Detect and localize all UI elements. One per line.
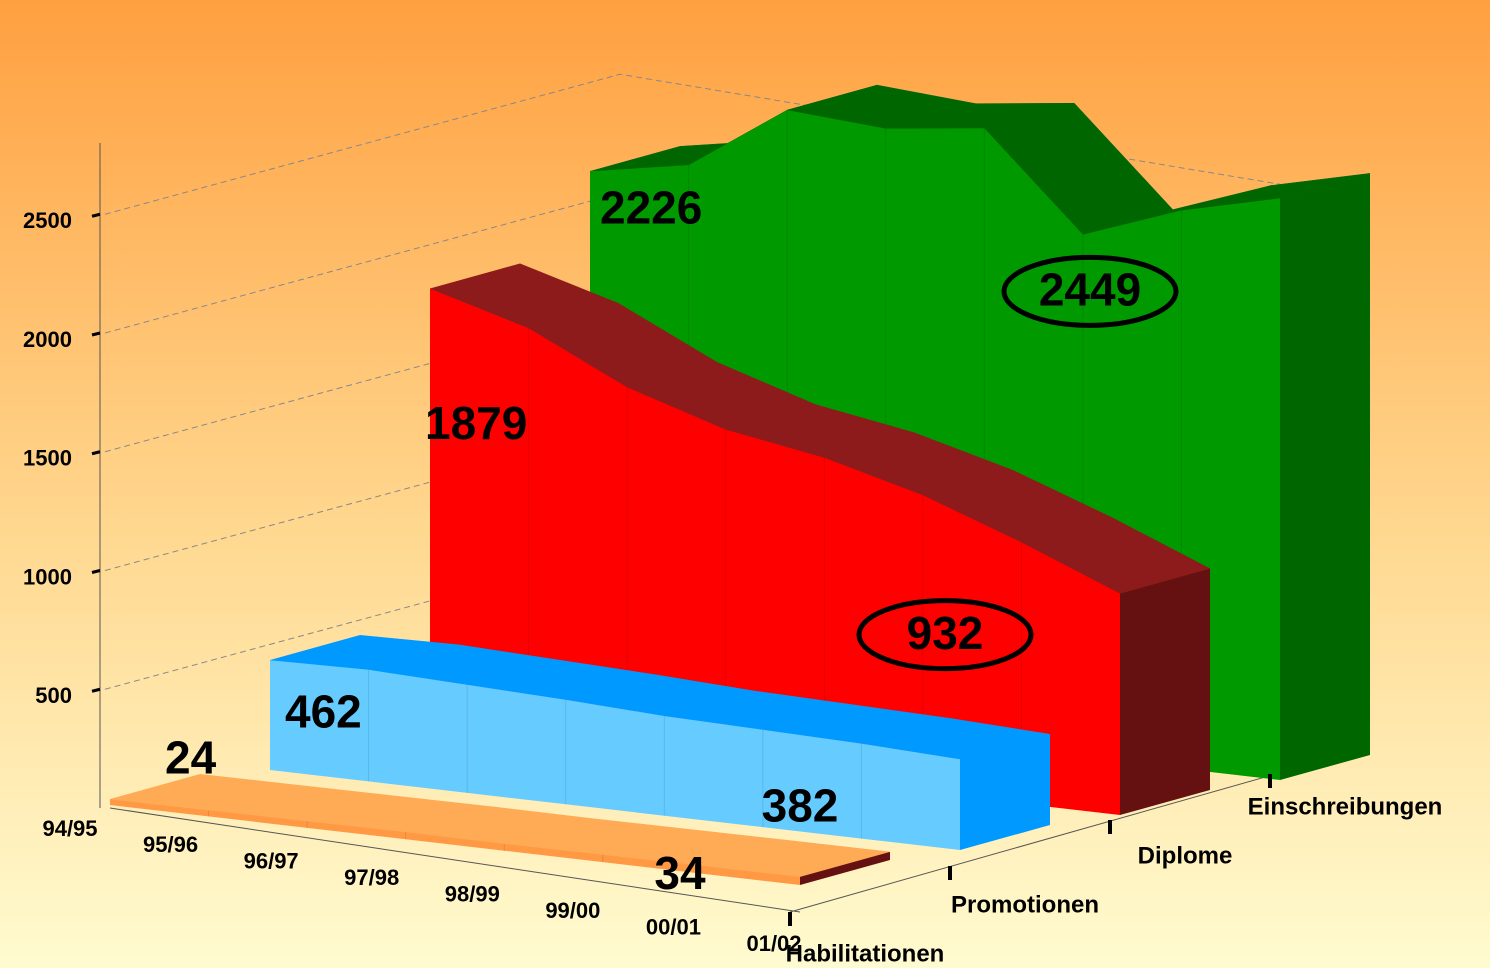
x-axis	[109, 807, 801, 913]
x-tick-label: 01/02	[746, 931, 801, 956]
area	[110, 799, 800, 885]
y-tick	[91, 569, 101, 574]
y-tick-label: 1500	[23, 446, 72, 471]
x-tick-label: 00/01	[646, 914, 701, 939]
area-side	[1280, 173, 1370, 781]
x-tick-label: 95/96	[143, 832, 198, 857]
data-label: 34	[654, 847, 706, 899]
data-label: 2449	[1039, 264, 1141, 316]
y-tick	[91, 687, 101, 693]
data-label: 2226	[600, 181, 702, 233]
y-tick	[91, 450, 101, 456]
series-label: Einschreibungen	[1248, 793, 1443, 820]
y-tick-label: 500	[35, 683, 72, 708]
area-side	[1120, 568, 1210, 815]
x-tick-label: 96/97	[244, 849, 299, 874]
area-side	[960, 734, 1050, 850]
area-side	[800, 851, 890, 885]
z-axis	[789, 769, 1291, 913]
series-label: Habilitationen	[786, 940, 945, 967]
data-label: 932	[907, 607, 984, 659]
grid-line	[104, 73, 1281, 215]
x-tick-label: 98/99	[445, 882, 500, 907]
data-label: 462	[285, 685, 362, 737]
highlight-ring	[856, 598, 1034, 672]
x-tick-label: 99/00	[545, 898, 600, 923]
data-label: 24	[165, 731, 217, 783]
y-tick-label: 2500	[23, 208, 72, 233]
x-tick-label: 94/95	[42, 816, 97, 841]
series-label: Promotionen	[951, 891, 1099, 918]
series-label: Diplome	[1138, 842, 1233, 869]
data-label: 382	[762, 779, 839, 831]
y-tick-label: 1000	[23, 564, 72, 589]
x-tick-label: 97/98	[344, 865, 399, 890]
y-tick-label: 2000	[23, 327, 72, 352]
y-tick	[91, 331, 101, 337]
area	[270, 660, 960, 850]
y-tick	[91, 212, 101, 218]
data-label: 1879	[425, 397, 527, 449]
highlight-ring	[1001, 254, 1179, 328]
